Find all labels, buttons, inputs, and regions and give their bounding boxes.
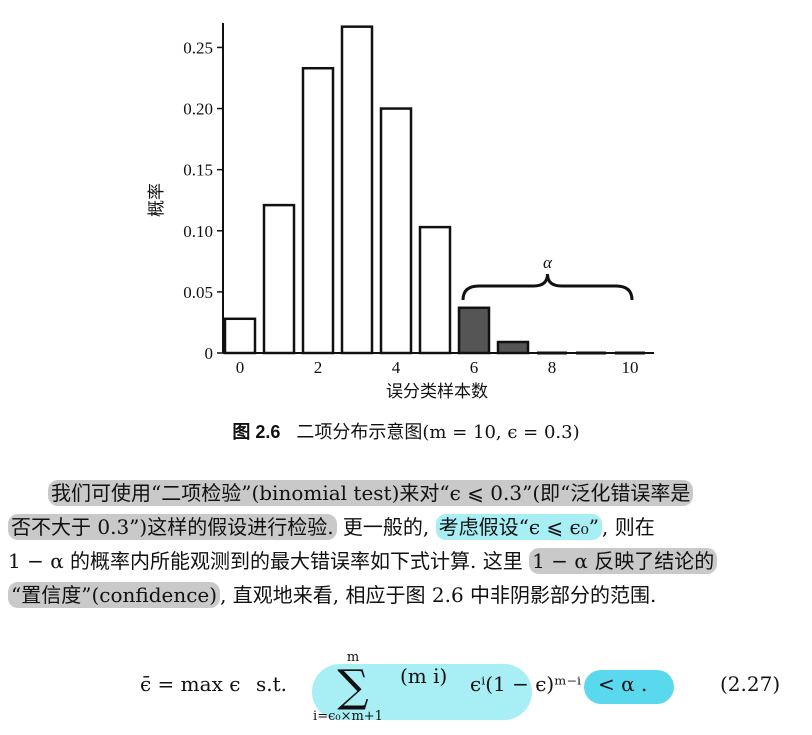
sigma-symbol: ∑ bbox=[337, 661, 369, 712]
sum-upper-limit: m bbox=[346, 650, 360, 665]
paragraph-confidence-term: “置信度”(confidence) bbox=[8, 582, 221, 608]
x-axis-title: 误分类样本数 bbox=[386, 382, 488, 402]
equation-number: (2.27) bbox=[720, 672, 781, 696]
y-tick-label-0.25: 0.25 bbox=[183, 38, 213, 57]
x-tick-label-10: 10 bbox=[622, 358, 639, 377]
sum-lower-limit: i=ϵ₀×m+1 bbox=[313, 709, 383, 724]
equation-highlight bbox=[312, 664, 532, 720]
summation: m ∑ i=ϵ₀×m+1 bbox=[313, 650, 388, 724]
paragraph-hypothesis: 考虑假设“ϵ ⩽ ϵ₀” bbox=[435, 514, 602, 540]
paragraph-confidence-note: 1 − α 反映了结论的 bbox=[529, 548, 718, 574]
equation-2-27: ϵ̄ = max ϵ s.t. m ∑ i=ϵ₀×m+1 (m i) ϵⁱ(1 … bbox=[0, 650, 812, 730]
y-tick-label-0.05: 0.05 bbox=[183, 283, 213, 302]
equation-lhs: ϵ̄ = max ϵ bbox=[140, 672, 241, 696]
paragraph-line-2-end: , 则在 bbox=[601, 515, 655, 539]
y-tick-label-0: 0 bbox=[205, 344, 214, 363]
binomial-coefficient: (m i) bbox=[400, 664, 448, 688]
x-tick-label-8: 8 bbox=[548, 358, 557, 377]
figure-caption: 图 2.6 二项分布示意图(m = 10, ϵ = 0.3) bbox=[0, 418, 812, 444]
bar-3 bbox=[340, 25, 374, 355]
bar-4 bbox=[379, 107, 413, 355]
figure-number: 图 2.6 bbox=[232, 422, 281, 442]
alpha-brace bbox=[461, 273, 634, 301]
paragraph-line-2-start: 否不大于 0.3”)这样的假设进行检验. bbox=[8, 514, 337, 540]
x-tick-label-0: 0 bbox=[236, 358, 245, 377]
bar-5 bbox=[418, 225, 452, 355]
bar-6 bbox=[457, 306, 491, 355]
equation-terms: ϵⁱ(1 − ϵ)ᵐ⁻ⁱ bbox=[470, 672, 582, 696]
paragraph-line-4: , 直观地来看, 相应于图 2.6 中非阴影部分的范围. bbox=[220, 583, 657, 607]
figure-caption-text: 二项分布示意图(m = 10, ϵ = 0.3) bbox=[296, 422, 580, 443]
bar-0 bbox=[223, 317, 257, 355]
binomial-bar-chart: 0 0.05 0.10 0.15 0.20 0.25 0 2 4 6 8 10 误分类样本数 概率 α bbox=[147, 23, 654, 402]
equation-bound-highlight bbox=[584, 670, 674, 704]
x-tick-label-4: 4 bbox=[392, 358, 401, 377]
y-tick-label-0.15: 0.15 bbox=[183, 161, 213, 180]
x-tick-label-2: 2 bbox=[314, 358, 323, 377]
equation-st: s.t. bbox=[256, 672, 288, 696]
paragraph-line-1: 我们可使用“二项检验”(binomial test)来对“ϵ ⩽ 0.3”(即“… bbox=[48, 480, 694, 506]
y-tick-label-0.20: 0.20 bbox=[183, 100, 213, 119]
paragraph-line-2-mid: 更一般的, bbox=[336, 515, 436, 539]
x-tick-label-6: 6 bbox=[470, 358, 479, 377]
alpha-annotation: α bbox=[543, 253, 553, 272]
equation-bound: < α . bbox=[598, 672, 648, 696]
body-paragraph: 我们可使用“二项检验”(binomial test)来对“ϵ ⩽ 0.3”(即“… bbox=[8, 476, 804, 612]
bar-7 bbox=[496, 340, 530, 355]
y-tick-label-0.10: 0.10 bbox=[183, 222, 213, 241]
paragraph-line-3: 1 − α 的概率内所能观测到的最大错误率如下式计算. 这里 bbox=[8, 549, 530, 573]
bar-1 bbox=[262, 203, 296, 355]
y-axis-title: 概率 bbox=[147, 183, 167, 217]
bar-2 bbox=[301, 66, 335, 355]
